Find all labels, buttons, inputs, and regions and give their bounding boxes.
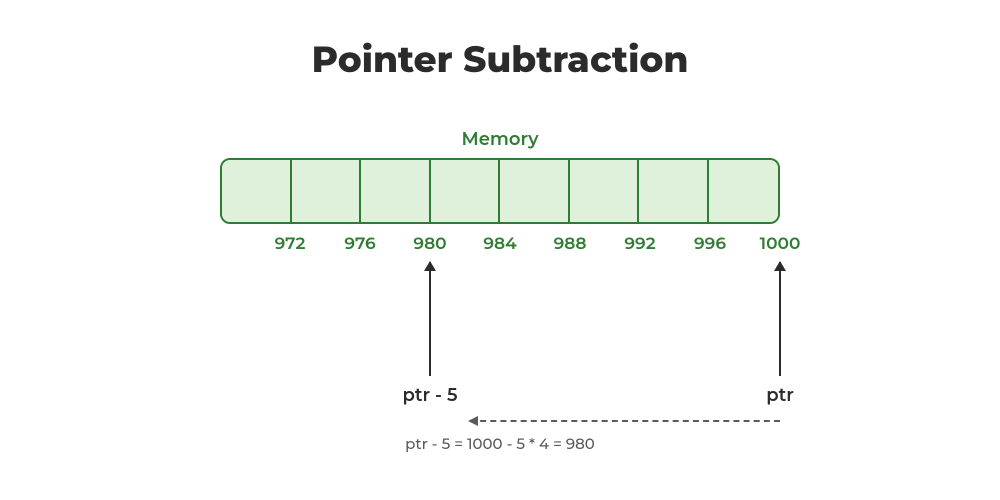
memory-cell [361,160,431,222]
equation-text: ptr - 5 = 1000 - 5 * 4 = 980 [0,434,1000,453]
address-label: 972 [275,234,306,254]
subtraction-arrow [470,420,780,422]
address-label: 992 [624,234,655,254]
address-label: 976 [344,234,375,254]
memory-cell [222,160,292,222]
memory-block [220,158,780,224]
pointer-label-ptr: ptr [766,384,794,406]
memory-cell [639,160,709,222]
memory-label: Memory [0,128,1000,150]
address-label: 984 [483,234,516,254]
address-label: 980 [413,234,446,254]
pointer-arrow-ptr-minus-5 [429,262,431,376]
address-label: 996 [694,234,726,254]
address-label: 1000 [760,234,801,254]
address-label: 988 [554,234,587,254]
pointer-label-ptr-minus-5: ptr - 5 [403,384,458,406]
memory-cell [570,160,640,222]
pointer-arrow-ptr [779,262,781,376]
page-title: Pointer Subtraction [0,38,1000,82]
memory-cell [292,160,362,222]
memory-cell [709,160,778,222]
memory-cell [431,160,501,222]
memory-cell [500,160,570,222]
